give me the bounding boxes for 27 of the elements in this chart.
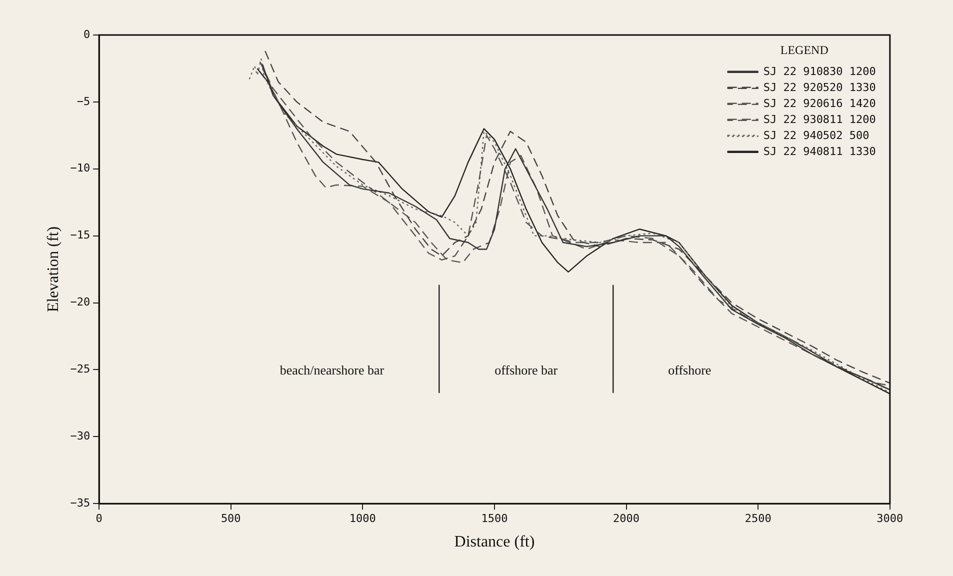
y-tick-label: −25 xyxy=(70,362,90,376)
x-tick-label: 0 xyxy=(96,512,102,526)
legend-label: SJ 22 930811 1200 xyxy=(763,112,876,126)
y-axis-title: Elevation (ft) xyxy=(44,226,62,312)
y-tick-label: −5 xyxy=(76,94,90,108)
y-tick-label: −15 xyxy=(70,228,90,242)
legend-title: LEGEND xyxy=(780,43,829,58)
x-tick-label: 3000 xyxy=(876,512,904,526)
annotation: offshore bar xyxy=(494,362,558,378)
y-tick-label: −30 xyxy=(70,430,90,443)
x-tick-label: 500 xyxy=(220,512,241,526)
legend-label: SJ 22 940811 1330 xyxy=(763,144,876,158)
annotation: offshore xyxy=(668,362,712,378)
x-axis-title: Distance (ft) xyxy=(454,534,535,551)
x-tick-label: 1500 xyxy=(481,512,508,526)
legend-label: SJ 22 920520 1330 xyxy=(763,80,876,94)
y-tick-label: −20 xyxy=(70,296,90,309)
x-tick-label: 2500 xyxy=(744,512,772,526)
y-tick-label: −10 xyxy=(70,162,90,175)
x-tick-label: 1000 xyxy=(349,512,376,526)
y-tick-label: 0 xyxy=(83,28,90,41)
legend-label: SJ 22 920616 1420 xyxy=(763,96,876,110)
y-tick-label: −35 xyxy=(70,496,90,510)
annotation: beach/nearshore bar xyxy=(280,362,385,378)
legend-label: SJ 22 940502 500 xyxy=(763,128,870,142)
legend-label: SJ 22 910830 1200 xyxy=(763,64,876,78)
x-tick-label: 2000 xyxy=(613,512,640,526)
